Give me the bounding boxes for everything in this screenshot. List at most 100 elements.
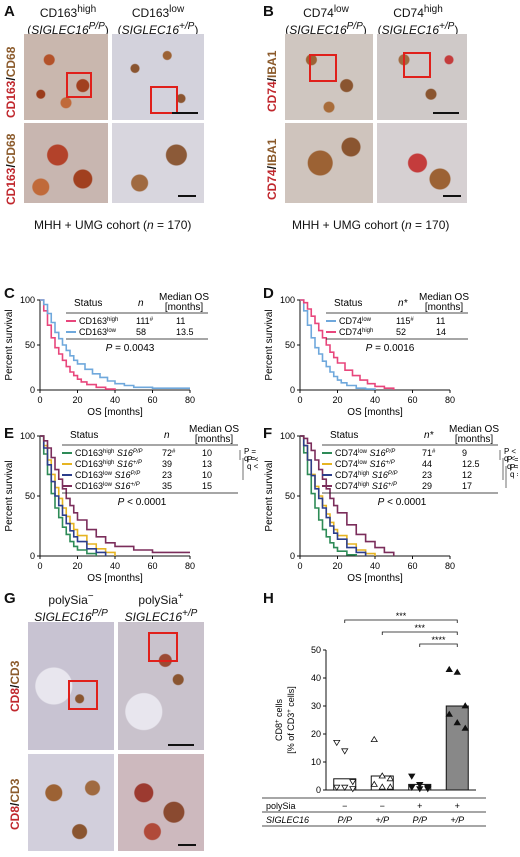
micrograph-cd74-high [377,34,467,120]
row-label-polysia: polySia [266,801,296,811]
panel-b-header-left: CD74low (SIGLEC16P/P) [285,4,367,37]
panel-a-header-left: CD163high (SIGLEC16P/P) [27,4,109,37]
table-header-status: Status [334,298,362,309]
micrograph-polysia-pos [118,622,204,750]
data-point [333,784,341,791]
stain-label-a-bottom: CD163/CD68 [4,133,18,205]
micrograph-polysia-neg-zoom [28,754,114,851]
x-tick-label: 0 [37,395,42,405]
data-point [445,665,453,672]
row-label-siglec16: SIGLEC16 [266,815,309,825]
data-point [424,786,432,793]
legend-label: CD163high S16+/P [75,459,142,469]
x-tick-label: 60 [407,395,417,405]
legend-label: CD163low S16P/P [75,470,140,480]
polysia-status: + [455,801,460,811]
legend-n: 35 [162,481,172,491]
y-axis-label: CD8+ cells [274,698,284,741]
y-tick-label: 50 [25,491,35,501]
y-tick-label: 50 [25,340,35,350]
sig-bracket [381,631,458,635]
panel-label-a: A [4,3,15,20]
legend-median-os: 11 [176,316,185,326]
legend-median-os: 12 [462,470,472,480]
data-point [378,783,386,790]
legend-label: CD74high S16+/P [335,481,397,491]
legend-n: 52 [396,327,406,337]
km-chart-c: 0 50 100 0 20 40 60 80 OS [months] Percent surviv… [4,292,209,418]
genotype-label: P/P [337,815,352,825]
zoom-box [309,54,337,82]
panel-g-header-right: polySia+ SIGLEC16+/P [124,591,198,624]
km-series-line [40,435,190,554]
legend-label: CD74high [339,327,373,337]
p-value: P < 0.0001 [378,497,427,508]
stain-label-b-top: CD74/IBA1 [265,50,279,112]
zoom-box [148,632,178,662]
genotype-label: +/P [450,815,464,825]
legend-label: CD163low S16+/P [75,481,140,491]
zoom-box [150,86,178,114]
panel-label-c: C [4,285,15,302]
stain-label-g-bottom: CD8/CD3 [8,778,22,830]
micrograph-cd74-high-zoom [377,123,467,203]
x-tick-label: 80 [185,561,195,571]
legend-n: 111# [136,316,154,326]
stain-label-a-top: CD163/CD68 [4,46,18,118]
panel-g-header-left: polySia− SIGLEC16P/P [34,591,108,624]
x-tick-label: 0 [297,561,302,571]
km-series-line [300,299,395,390]
scale-bar [443,195,461,197]
km-series-line [300,435,358,556]
sig-stars: *** [396,611,407,621]
p-value: P < 0.0001 [118,497,167,508]
x-tick-label: 60 [407,561,417,571]
x-tick-label: 80 [445,395,455,405]
micrograph-polysia-neg [28,622,114,750]
y-axis-label: Percent survival [4,460,15,531]
table-header-os-unit: [months] [455,434,494,445]
data-point [370,780,378,787]
legend-label: CD163high S16P/P [75,448,143,458]
legend-median-os: 13.5 [176,327,194,337]
legend-median-os: 10 [202,448,212,458]
sig-stars: **** [431,635,446,645]
y-tick-label: 30 [311,701,321,711]
stain-label-g-top: CD8/CD3 [8,660,22,712]
scale-bar [178,844,196,846]
sig-p: P = 0.0026 [244,447,258,456]
data-point [333,739,341,747]
table-header-os-unit: [months] [425,302,464,313]
legend-median-os: 14 [436,327,446,337]
p-value: P = 0.0016 [366,343,415,354]
km-series-line [40,435,107,556]
y-tick-label: 100 [20,431,35,441]
legend-median-os: 13 [202,459,212,469]
sig-p: P = 0.0005 [510,463,518,472]
y-tick-label: 50 [285,491,295,501]
bar-chart-h: 0 10 20 30 40 50 CD8+ cells[% of CD3+ cells] **… [262,611,486,827]
polysia-status: − [380,801,385,811]
x-tick-label: 40 [110,395,120,405]
x-tick-label: 20 [72,561,82,571]
y-tick-label: 100 [280,295,295,305]
legend-median-os: 12.5 [462,459,480,469]
scale-bar [168,744,194,746]
legend-label: CD74high S16P/P [335,470,398,480]
legend-n: 29 [422,481,432,491]
legend-median-os: 11 [436,316,445,326]
legend-median-os: 9 [462,448,467,458]
p-value: P = 0.0043 [106,343,155,354]
x-axis-label: OS [months] [347,573,403,584]
data-point [341,784,349,791]
table-header-os-unit: [months] [165,302,204,313]
table-header-os: Median OS [449,424,499,435]
data-point [453,668,461,675]
x-axis-label: OS [months] [87,573,143,584]
data-point [349,779,357,786]
km-series-line [40,299,190,389]
data-point [461,724,469,731]
km-series-line [40,299,116,390]
table-header-os: Median OS [159,292,209,303]
sig-bracket [419,643,458,647]
